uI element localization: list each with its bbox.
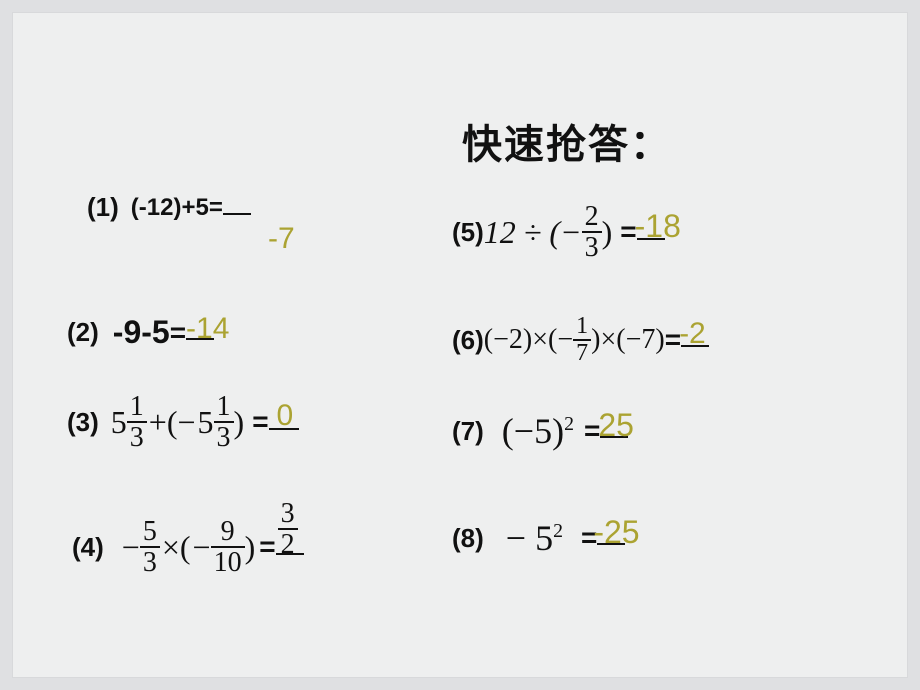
fraction: 1 7: [573, 314, 591, 366]
problem-label: (8): [452, 523, 484, 554]
fraction-2: 1 3: [214, 392, 234, 453]
problem-4: (4) − 5 3 ×( − 9 10 ) = 3 2: [72, 517, 298, 578]
problem-8: (8) − 52 = -25: [452, 517, 640, 559]
problem-2-answer: -14: [186, 312, 229, 346]
problem-3-answer: 0: [277, 399, 294, 433]
content-pane: 快速抢答： (1) (-12)+5= -7 (2) -9-5 = -14 (3)…: [12, 12, 908, 678]
problem-label: (2): [67, 317, 99, 348]
fraction-1: 1 3: [127, 392, 147, 453]
answer-blank: [223, 200, 251, 214]
power-base: − 52: [506, 517, 563, 559]
problem-6-answer: -2: [679, 317, 706, 351]
fraction-1: 5 3: [140, 517, 160, 578]
problem-label: (4): [72, 532, 104, 563]
mixed-int-1: 5: [111, 404, 127, 441]
fraction: 2 3: [582, 202, 602, 263]
mixed-int-2: 5: [198, 404, 214, 441]
operator: +(−: [149, 404, 196, 441]
problem-label: (3): [67, 407, 99, 438]
fraction-2: 9 10: [211, 517, 245, 578]
problem-label: (5): [452, 217, 484, 248]
problem-1-answer: -7: [268, 222, 295, 256]
problem-label: (6): [452, 325, 484, 356]
leading-sign: −: [122, 529, 140, 566]
trip-a: (−2)×(−: [484, 324, 573, 356]
div-left: 12 ÷ (−: [484, 214, 582, 251]
problem-label: (1): [87, 192, 119, 223]
problem-7: (7) (−5)2 = 25: [452, 410, 634, 452]
problem-5: (5) 12 ÷ (− 2 3 ) = -18: [452, 202, 681, 263]
close-paren: ): [234, 404, 245, 441]
inner-sign: −: [193, 529, 211, 566]
problem-8-answer: -25: [593, 514, 639, 551]
problem-1: (1) (-12)+5=: [87, 192, 251, 223]
problem-3: (3) 5 1 3 +(− 5 1 3 ) = 0: [67, 392, 293, 453]
trip-b: )×(−7): [591, 324, 665, 356]
times-op: ×(: [162, 529, 191, 566]
problem-6: (6) (−2)×(− 1 7 )×(−7) = -2: [452, 314, 706, 366]
problem-expression: (-12)+5=: [131, 194, 223, 222]
problem-2: (2) -9-5 = -14: [67, 314, 229, 351]
problem-label: (7): [452, 416, 484, 447]
div-right: ): [602, 214, 613, 251]
close-paren: ): [245, 529, 256, 566]
problem-expression: -9-5: [113, 314, 170, 351]
problem-4-answer: 3 2: [278, 499, 298, 560]
power-base: (−5)2: [502, 410, 574, 452]
problem-5-answer: -18: [635, 208, 681, 245]
page-title: 快速抢答：: [462, 112, 672, 170]
problem-7-answer: 25: [598, 407, 634, 444]
